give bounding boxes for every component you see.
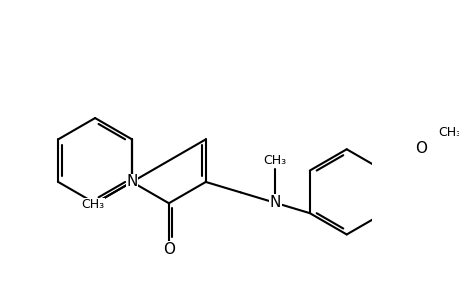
Text: CH₃: CH₃: [81, 198, 104, 211]
Text: N: N: [126, 174, 137, 189]
Text: N: N: [269, 195, 280, 210]
Text: CH₃: CH₃: [263, 154, 286, 167]
Text: O: O: [162, 242, 174, 257]
Text: O: O: [415, 141, 427, 156]
Text: CH₃: CH₃: [437, 126, 459, 139]
